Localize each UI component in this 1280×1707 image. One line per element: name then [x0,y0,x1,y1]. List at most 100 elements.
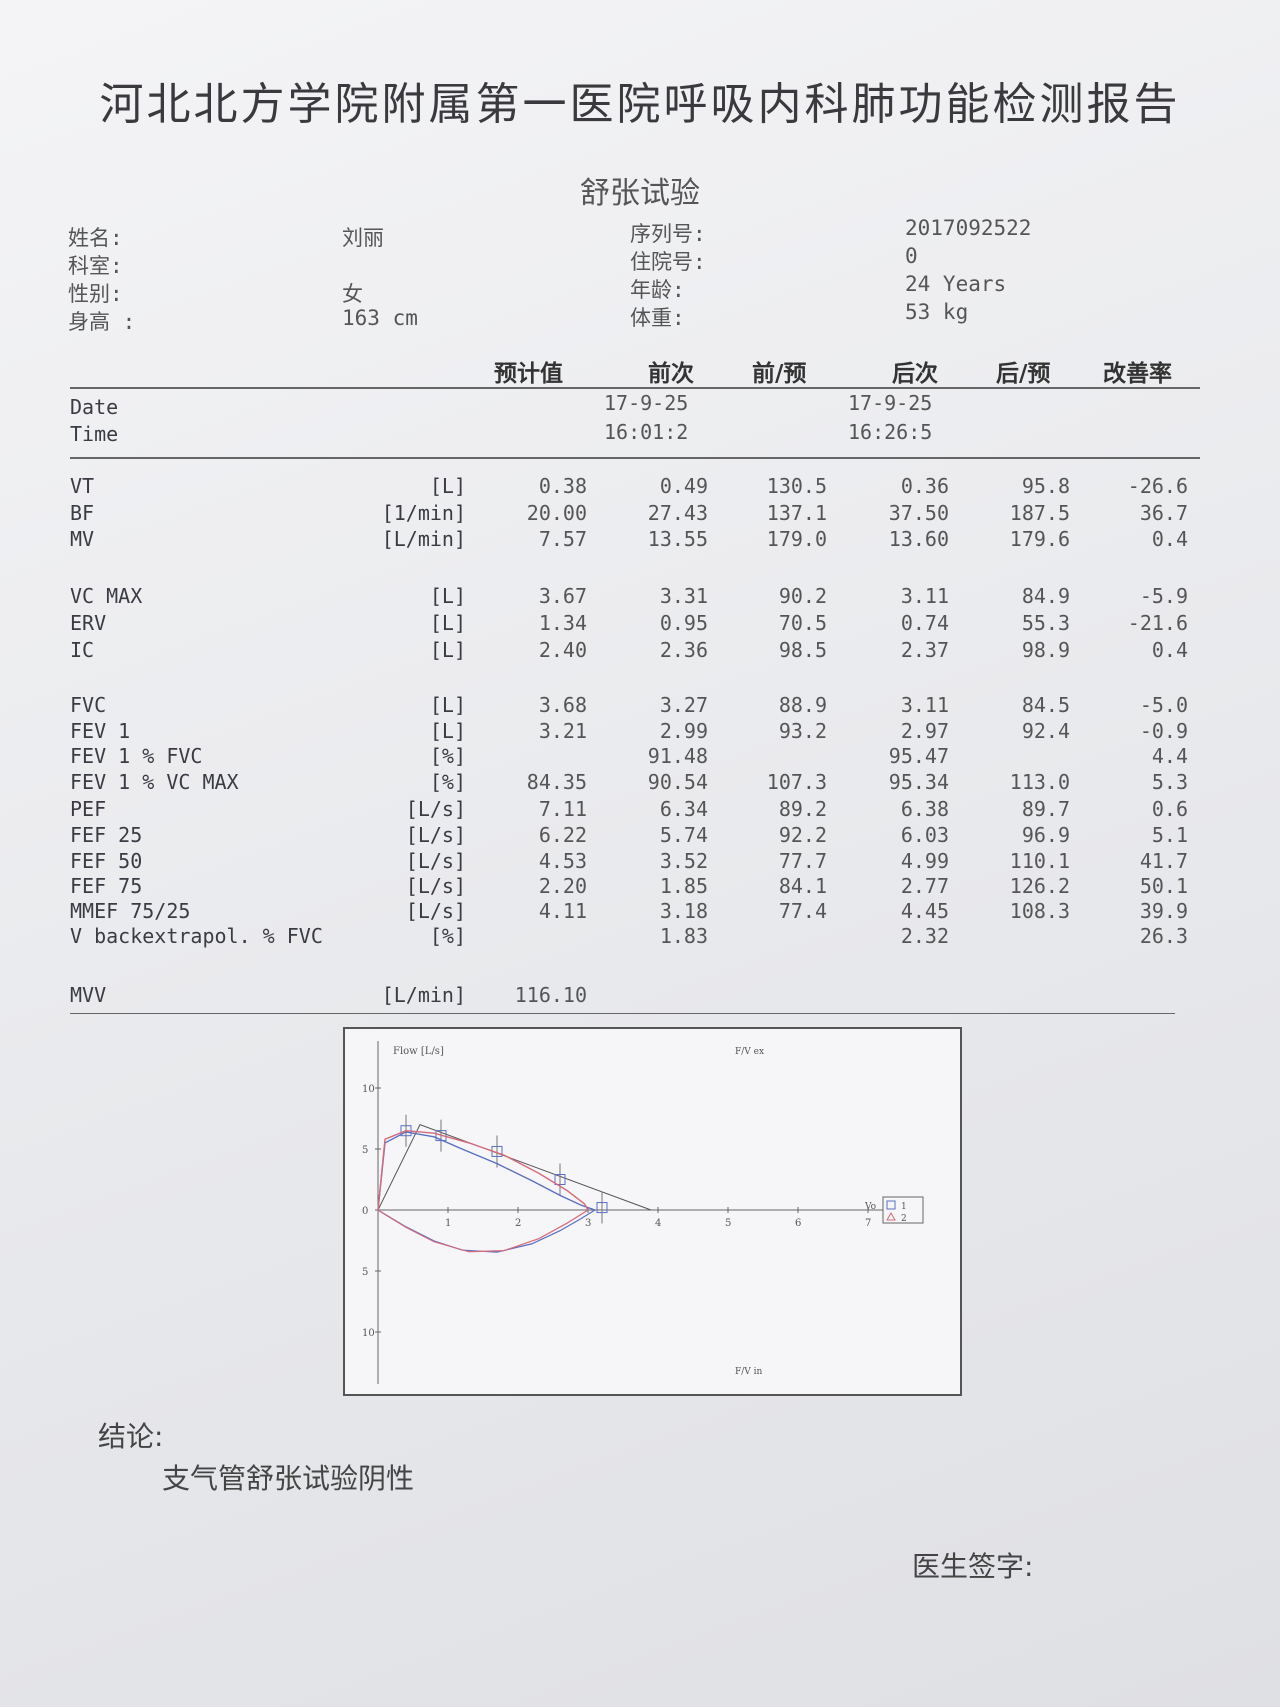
cell-improve: -5.0 [1139,693,1188,717]
cell-pre-pct: 90.2 [778,584,827,608]
y-tick-label: 10 [362,1084,375,1095]
predicted-marker [596,1202,608,1214]
series-2-inspiratory [377,1209,589,1253]
cell-pred: 0.38 [538,474,587,498]
report-title: 河北北方学院附属第一医院呼吸内科肺功能检测报告 [99,79,1181,130]
cell-unit: [L] [429,611,466,635]
col-post-pct: 后/预 [996,361,1051,387]
cell-name: MV [70,527,95,551]
weight-value: 53 kg [905,300,969,324]
cell-improve: 36.7 [1139,501,1188,525]
cell-post: 3.11 [900,693,949,717]
pre-time: 16:01:2 [604,420,689,444]
cell-pre: 3.27 [659,693,708,717]
cell-post: 2.32 [900,924,949,948]
cell-pre-pct: 77.7 [778,849,827,873]
cell-unit: [L] [429,584,466,608]
cell-post: 13.60 [888,527,949,551]
cell-pred: 4.11 [538,899,587,923]
cell-pre-pct: 107.3 [766,770,827,794]
cell-pre: 1.83 [659,924,708,948]
dept-label: 科室: [68,254,123,278]
cell-post: 4.45 [900,899,949,923]
cell-pre-pct: 92.2 [778,823,827,847]
cell-post: 6.03 [900,823,949,847]
cell-post: 37.50 [888,501,949,525]
cell-pred: 3.21 [538,719,587,743]
flow-volume-chart: Flow [L/s] F/V ex F/V in 1 2 3 4 5 6 7 10 5 0 5 10 Vo 1 2 [343,1027,962,1396]
cell-name: V backextrapol. % FVC [70,924,323,948]
cell-improve: 0.4 [1151,527,1188,551]
cell-post-pct: 113.0 [1009,770,1070,794]
cell-name: FEF 25 [70,823,143,847]
cell-pre: 91.48 [647,744,708,768]
cell-post: 6.38 [900,797,949,821]
cell-pre: 5.74 [659,823,708,847]
cell-pre-pct: 84.1 [778,874,827,898]
cell-pre: 3.18 [659,899,708,923]
cell-improve: -0.9 [1139,719,1188,743]
cell-improve: 39.9 [1139,899,1188,923]
cell-post-pct: 187.5 [1009,501,1070,525]
cell-pre-pct: 89.2 [778,797,827,821]
serial-value: 2017092522 [905,216,1032,240]
cell-unit: [L/s] [405,823,466,847]
cell-pred: 6.22 [538,823,587,847]
pre-date: 17-9-25 [604,391,689,415]
cell-unit: [L] [429,719,466,743]
cell-post: 0.36 [900,474,949,498]
cell-post-pct: 179.6 [1009,527,1070,551]
cell-unit: [L] [429,474,466,498]
cell-improve: 0.6 [1151,797,1188,821]
cell-pred: 1.34 [538,611,587,635]
cell-improve: 50.1 [1139,874,1188,898]
cell-unit: [L/min] [381,983,466,1007]
cell-post-pct: 89.7 [1021,797,1070,821]
cell-name: FEV 1 [70,719,131,743]
header-divider [70,387,1200,389]
post-date: 17-9-25 [848,391,933,415]
cell-pre-pct: 70.5 [778,611,827,635]
report-subtitle: 舒张试验 [580,176,700,211]
inpatient-value: 0 [905,244,918,268]
serial-label: 序列号: [630,222,706,246]
legend-label-2: 2 [901,1214,907,1224]
y-tick-label: 0 [362,1206,368,1217]
cell-pre-pct: 98.5 [778,638,827,662]
cell-improve: 5.3 [1151,770,1188,794]
cell-unit: [L/s] [405,849,466,873]
cell-post-pct: 108.3 [1009,899,1070,923]
y-tick-label: 10 [362,1328,375,1339]
session-divider [70,457,1200,459]
col-improve: 改善率 [1103,361,1172,387]
cell-pred: 7.11 [538,797,587,821]
cell-improve: -21.6 [1127,611,1188,635]
cell-name: VC MAX [70,584,143,608]
cell-pre-pct: 179.0 [766,527,827,551]
x-tick-label: 3 [585,1218,591,1229]
cell-name: FEF 75 [70,874,143,898]
cell-post: 0.74 [900,611,949,635]
cell-pre: 2.99 [659,719,708,743]
top-label: F/V ex [735,1047,764,1057]
cell-pre: 2.36 [659,638,708,662]
col-predicted: 预计值 [494,361,563,387]
cell-improve: 26.3 [1139,924,1188,948]
x-tick-label: 5 [725,1218,731,1229]
height-label: 身高 : [68,310,136,334]
cell-name: MMEF 75/25 [70,899,191,923]
time-label: Time [70,422,119,446]
cell-pred: 116.10 [514,983,587,1007]
legend-vol-label: Vo [864,1202,876,1212]
cell-post: 95.34 [888,770,949,794]
cell-unit: [L/s] [405,797,466,821]
x-tick-label: 4 [655,1218,661,1229]
cell-pre-pct: 130.5 [766,474,827,498]
y-tick-label: 5 [362,1267,368,1278]
name-value: 刘丽 [342,226,384,250]
cell-unit: [L/min] [381,527,466,551]
series-2-expiratory [377,1129,589,1211]
cell-improve: -26.6 [1127,474,1188,498]
cell-unit: [%] [429,744,466,768]
cell-improve: 0.4 [1151,638,1188,662]
